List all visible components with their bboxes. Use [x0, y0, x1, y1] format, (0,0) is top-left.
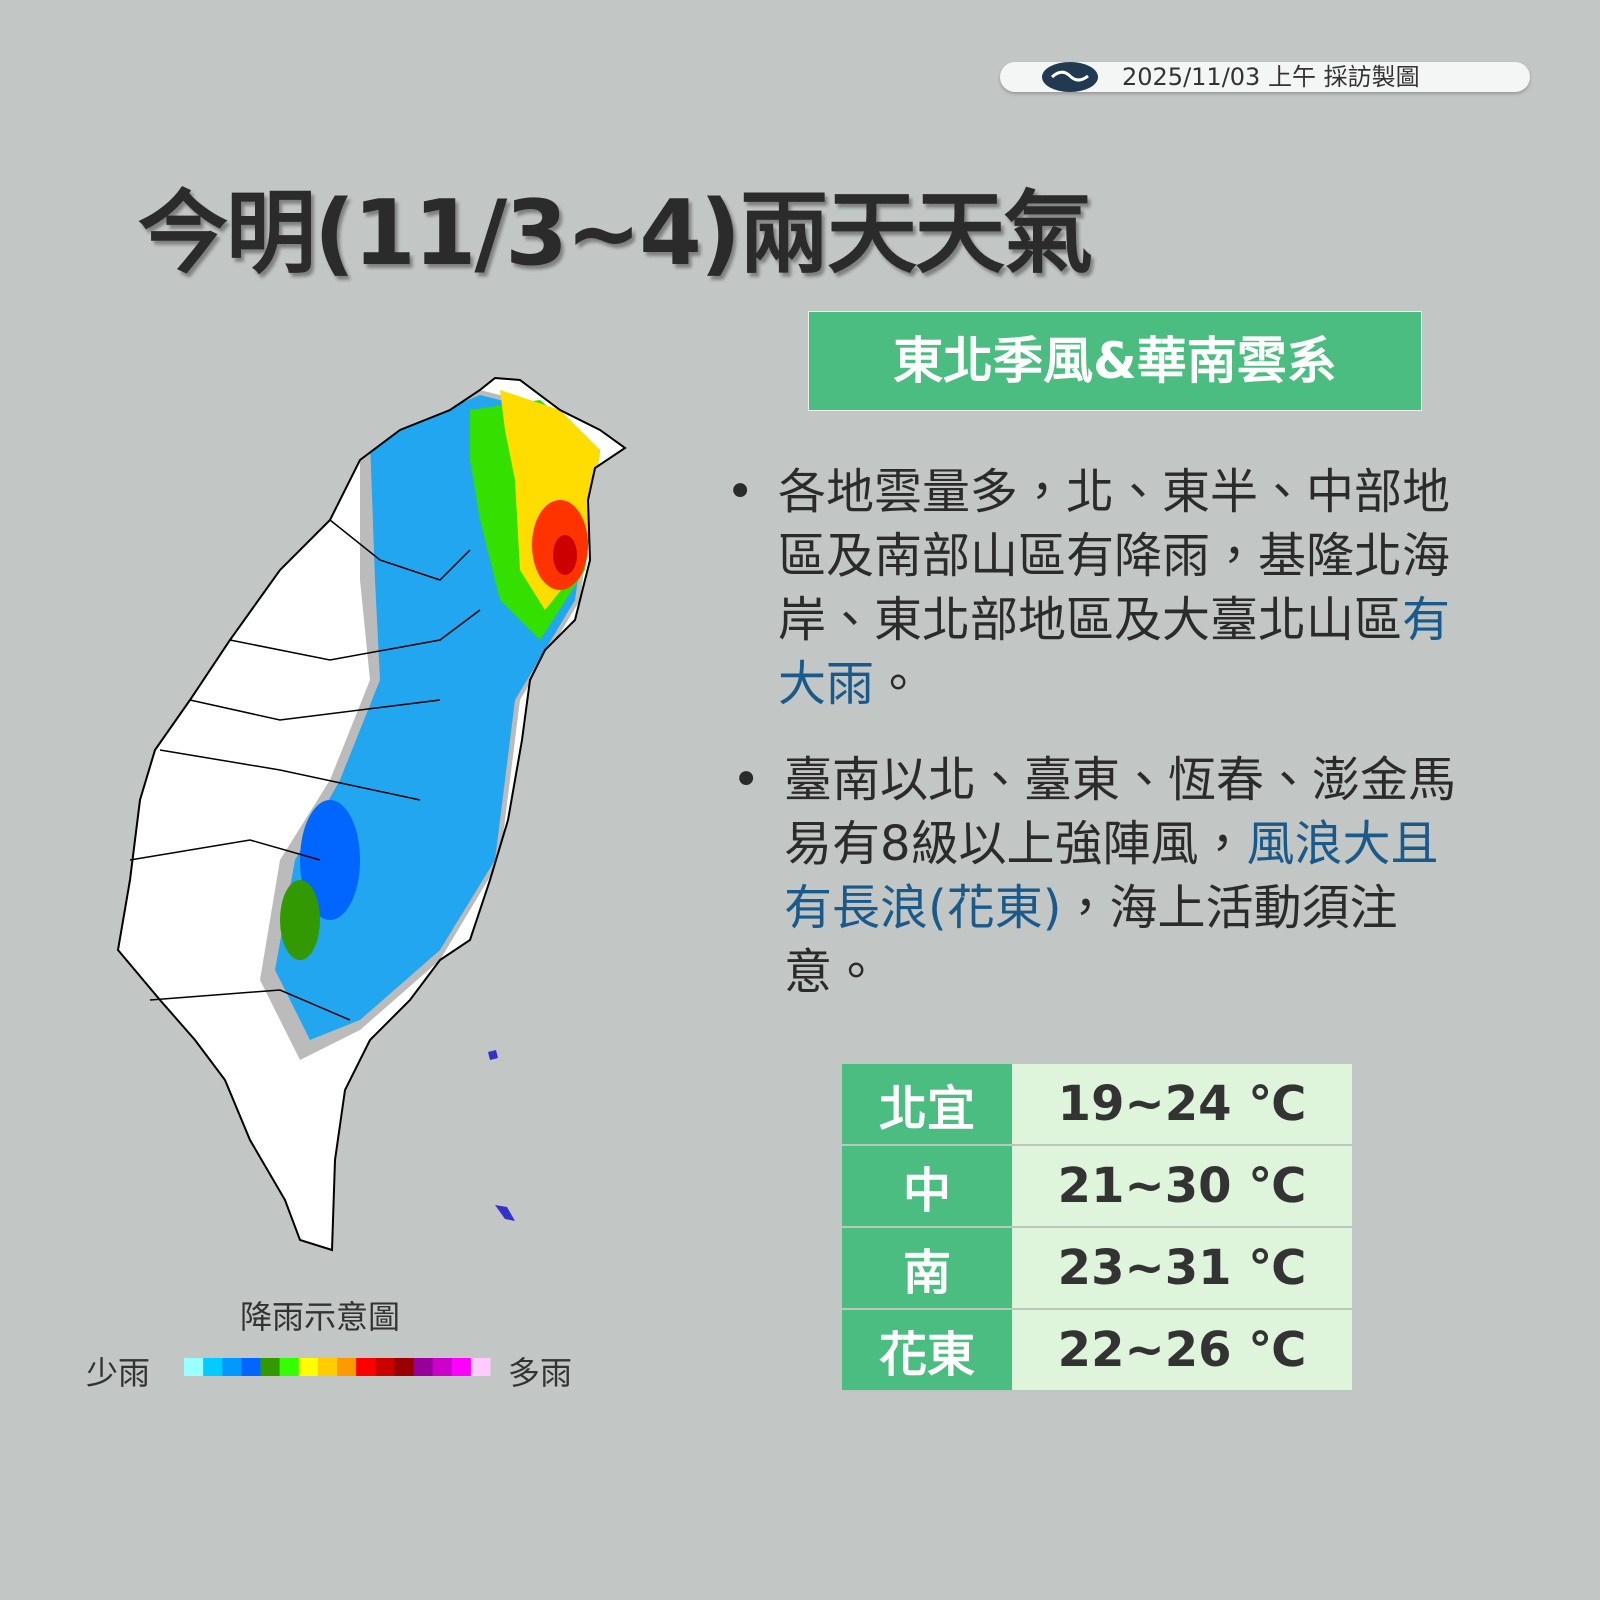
legend-bar	[184, 1358, 491, 1376]
legend-swatch	[413, 1358, 434, 1376]
legend-swatch	[337, 1358, 357, 1376]
temperature: 22~26 ℃	[1012, 1309, 1352, 1392]
legend-swatch	[356, 1358, 376, 1376]
legend-swatch	[432, 1358, 453, 1376]
bullet: 各地雲量多，北、東半、中部地區及南部山區有降雨，基隆北海岸、東北部地區及大臺北山…	[726, 460, 1468, 716]
region: 中	[842, 1145, 1012, 1228]
rain-map	[117, 377, 626, 1251]
temperature: 23~31 ℃	[1012, 1227, 1352, 1310]
legend-swatch	[203, 1358, 223, 1376]
legend-low: 少雨	[86, 1354, 151, 1392]
table-row: 南 23~31 ℃	[842, 1227, 1352, 1310]
rain-area	[260, 390, 600, 1060]
table-row: 花東 22~26 ℃	[842, 1309, 1352, 1392]
legend-swatch	[298, 1358, 319, 1376]
legend-swatch	[451, 1358, 472, 1376]
temperature: 21~30 ℃	[1012, 1145, 1352, 1228]
temperature: 19~24 ℃	[1012, 1064, 1352, 1146]
legend-title: 降雨示意圖	[240, 1298, 401, 1336]
legend-swatch	[260, 1358, 281, 1376]
logo	[1042, 62, 1098, 92]
bullet-text: 各地雲量多，北、東半、中部地區及南部山區有降雨，基隆北海岸、東北部地區及大臺北山…	[778, 464, 1451, 648]
legend-swatch	[279, 1358, 300, 1376]
region: 北宜	[842, 1064, 1012, 1146]
bullet-text: 。	[874, 656, 923, 712]
legend-swatch	[394, 1358, 414, 1376]
region: 花東	[842, 1309, 1012, 1392]
table-row: 北宜 19~24 ℃	[842, 1064, 1352, 1146]
legend-swatch	[222, 1358, 242, 1376]
legend-swatch	[241, 1358, 261, 1376]
temperature-table: 北宜 19~24 ℃ 中 21~30 ℃ 南 23~31 ℃ 花東 22~26 ℃	[842, 1064, 1352, 1392]
table-row: 中 21~30 ℃	[842, 1145, 1352, 1228]
bullet-text: 臺南以北、臺東、恆春、澎金馬易有8級以上強陣風，	[784, 752, 1457, 872]
region: 南	[842, 1227, 1012, 1310]
date: 2025/11/03 上午 採訪製圖	[1122, 63, 1420, 91]
bullet: 臺南以北、臺東、恆春、澎金馬易有8級以上強陣風，風浪大且有長浪(花東)，海上活動…	[732, 748, 1474, 1004]
bullet-highlight: 有大雨	[778, 592, 1451, 712]
bullet-text: ，海上活動須注意。	[784, 880, 1398, 1000]
legend-swatch	[470, 1358, 491, 1376]
legend-high: 多雨	[508, 1354, 573, 1392]
legend-swatch	[317, 1358, 338, 1376]
legend-swatch	[375, 1358, 395, 1376]
date-badge: 2025/11/03 上午 採訪製圖	[1000, 62, 1530, 92]
legend-swatch	[184, 1358, 204, 1376]
bullet-highlight: 風浪大且有長浪(花東)	[784, 816, 1439, 936]
banner: 東北季風&華南雲系	[808, 311, 1422, 411]
title: 今明(11/3~4)兩天天氣	[138, 181, 1093, 286]
